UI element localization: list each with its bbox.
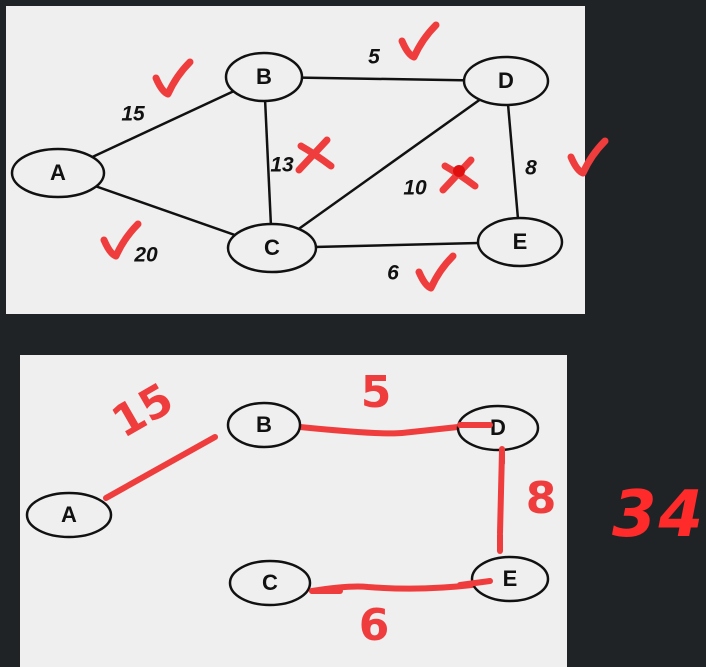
check-mark-icon [152, 58, 194, 98]
edge-d-e [504, 80, 522, 243]
node-label: A [61, 502, 77, 527]
annotation-dot [453, 165, 465, 177]
node-b: B [224, 51, 304, 103]
node-d: D [462, 55, 550, 107]
overdraw-strokes [309, 422, 505, 594]
tree-node-e: E [470, 555, 550, 603]
tree-node-a: A [25, 491, 113, 539]
edge-c-d [271, 79, 507, 250]
check-mark-icon [567, 137, 609, 177]
total-weight: 34 [612, 478, 706, 552]
check-mark-icon [100, 220, 142, 260]
tree-node-b: B [226, 401, 302, 449]
edge-weight-c-e: 6 [387, 262, 399, 285]
node-label: E [503, 566, 518, 591]
spanning-tree-panel: A B C D E 15 5 8 6 [20, 355, 567, 667]
spanning-tree-svg: A B C D E 15 5 8 6 [25, 367, 557, 651]
handwritten-weight-a-b: 15 [103, 373, 182, 448]
original-graph-panel: 15 20 5 13 10 8 6 A B C D E [6, 6, 609, 314]
check-mark-icon [415, 252, 457, 292]
edge-weight-d-e: 8 [525, 157, 537, 180]
edge-weight-a-c: 20 [133, 244, 158, 267]
node-label: D [498, 68, 514, 93]
node-c: C [226, 222, 318, 274]
node-label: B [256, 64, 272, 89]
node-label: B [256, 412, 272, 437]
tree-node-d: D [456, 404, 540, 452]
edge-weight-b-d: 5 [368, 46, 380, 69]
edge-b-c [262, 76, 274, 249]
original-graph-svg: 15 20 5 13 10 8 6 A B C D E [10, 21, 609, 292]
handwritten-weight-c-e: 6 [359, 600, 390, 651]
node-e: E [476, 216, 564, 268]
node-label: D [490, 415, 506, 440]
edge-weight-a-b: 15 [121, 103, 145, 126]
handwritten-weight-d-e: 8 [526, 473, 557, 524]
tree-edge-c-e [309, 582, 475, 594]
node-label: A [50, 160, 66, 185]
cross-mark-icon [295, 136, 335, 174]
node-a: A [10, 147, 106, 199]
node-label: C [264, 235, 280, 260]
handwritten-weight-b-d: 5 [361, 367, 392, 418]
node-label: E [513, 229, 528, 254]
check-mark-icon [398, 21, 440, 61]
edge-weight-c-d: 10 [403, 177, 427, 200]
tree-node-c: C [228, 559, 312, 607]
edge-weight-b-c: 13 [270, 154, 294, 177]
node-label: C [262, 570, 278, 595]
tree-edge-a-b [103, 434, 218, 501]
